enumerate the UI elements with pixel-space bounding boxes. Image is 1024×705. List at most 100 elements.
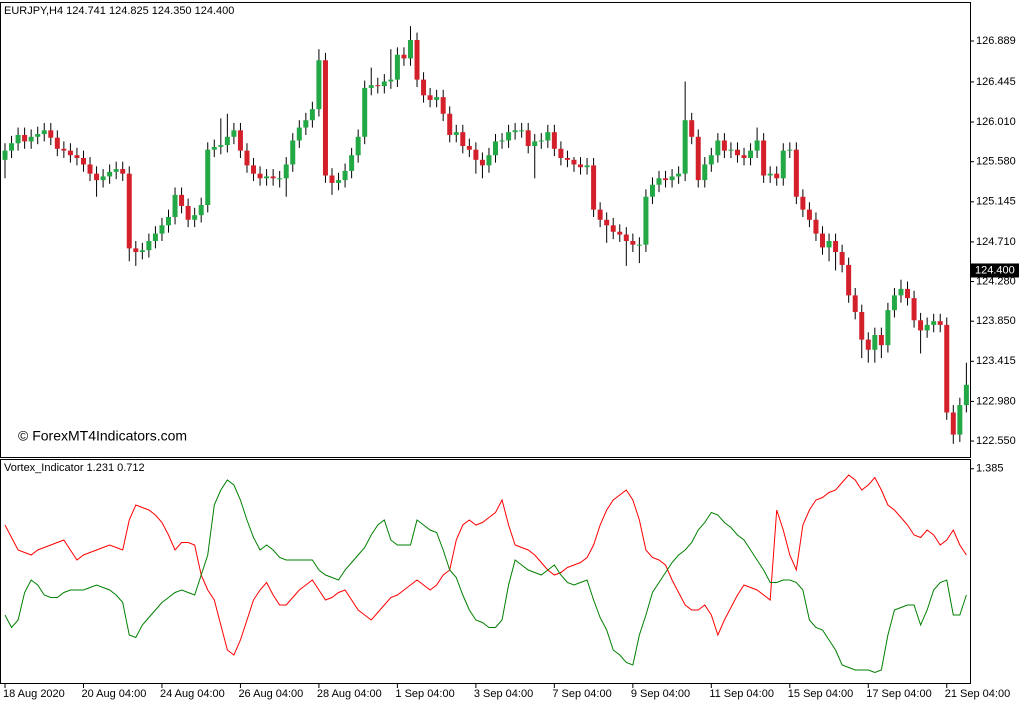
- candle-body: [54, 137, 60, 149]
- candle-body: [918, 320, 924, 331]
- candle-body: [113, 169, 119, 172]
- candle-body: [878, 335, 884, 346]
- y-tick-label: 125.145: [976, 196, 1016, 208]
- candle-body: [551, 132, 557, 149]
- candle-body: [741, 155, 747, 158]
- candle-body: [381, 81, 387, 87]
- candle-body: [244, 150, 250, 166]
- candle-body: [35, 134, 41, 137]
- candle-body: [774, 173, 780, 179]
- candle-body: [486, 155, 492, 166]
- candle-body: [80, 158, 86, 165]
- candle-body: [41, 130, 47, 135]
- x-tick-label: 18 Aug 2020: [3, 688, 65, 700]
- candle-body: [192, 215, 198, 220]
- candle-body: [322, 60, 328, 176]
- candle-body: [604, 219, 610, 226]
- candle-body: [126, 173, 132, 249]
- candle-body: [545, 132, 551, 141]
- y-tick-label: 125.580: [976, 156, 1016, 168]
- chart-title: EURJPY,H4 124.741 124.825 124.350 124.40…: [4, 5, 234, 17]
- candle-body: [179, 194, 185, 206]
- candle-body: [846, 264, 852, 296]
- candle-body: [388, 79, 394, 82]
- candle-body: [793, 149, 799, 197]
- x-tick-label: 11 Sep 04:00: [709, 688, 774, 700]
- candle-body: [623, 234, 629, 241]
- x-tick-label: 7 Sep 04:00: [552, 688, 611, 700]
- candle-body: [198, 205, 204, 216]
- candle-body: [519, 130, 525, 132]
- candle-body: [401, 54, 407, 59]
- y-tick-label: 122.550: [976, 435, 1016, 447]
- y-tick-label: 124.710: [976, 236, 1016, 248]
- candle-body: [754, 140, 760, 151]
- candle-body: [152, 233, 158, 241]
- candle-body: [257, 173, 263, 179]
- candle-body: [218, 145, 224, 147]
- y-tick-label: 122.980: [976, 395, 1016, 407]
- candle-body: [865, 339, 871, 350]
- candle-body: [839, 252, 845, 265]
- candle-body: [787, 149, 793, 151]
- candle-body: [316, 60, 322, 110]
- x-tick-label: 20 Aug 04:00: [81, 688, 146, 700]
- candle-body: [597, 209, 603, 220]
- candle-body: [708, 155, 714, 165]
- x-tick-label: 26 Aug 04:00: [238, 688, 303, 700]
- candle-body: [525, 130, 531, 147]
- candle-body: [283, 164, 289, 179]
- candle-body: [120, 169, 126, 174]
- candle-body: [466, 146, 472, 150]
- candle-body: [447, 113, 453, 135]
- candle-body: [924, 324, 930, 331]
- candle-body: [87, 164, 93, 174]
- candle-body: [800, 196, 806, 210]
- indicator-line: [4, 474, 967, 656]
- x-tick-label: 1 Sep 04:00: [395, 688, 454, 700]
- candle-body: [100, 176, 106, 181]
- candle-body: [813, 219, 819, 234]
- candle-body: [898, 288, 904, 296]
- candle-body: [669, 176, 675, 181]
- candle-body: [224, 136, 230, 146]
- candle-body: [564, 158, 570, 160]
- y-tick-label: 123.415: [976, 355, 1016, 367]
- candle-body: [859, 311, 865, 340]
- candle-body: [159, 225, 165, 234]
- x-tick-label: 15 Sep 04:00: [788, 688, 853, 700]
- candle-body: [911, 298, 917, 321]
- candle-body: [682, 120, 688, 174]
- candle-body: [767, 173, 773, 176]
- candle-body: [375, 85, 381, 87]
- candle-body: [702, 164, 708, 181]
- candle-body: [479, 159, 485, 166]
- candle-body: [166, 217, 171, 226]
- candle-body: [355, 136, 361, 156]
- candle-body: [22, 134, 28, 142]
- candle-body: [872, 335, 878, 350]
- candle-body: [146, 240, 152, 251]
- candle-body: [721, 140, 727, 151]
- candle-body: [630, 240, 636, 245]
- candle-body: [394, 54, 400, 80]
- candle-body: [303, 120, 309, 128]
- candle-body: [944, 324, 950, 413]
- candle-body: [9, 143, 15, 151]
- candle-body: [421, 79, 427, 96]
- candle-body: [414, 39, 420, 80]
- candle-body: [734, 149, 740, 156]
- candle-body: [15, 134, 21, 144]
- candle-body: [67, 150, 73, 156]
- candle-body: [460, 132, 466, 147]
- candle-body: [538, 140, 544, 142]
- candle-body: [368, 85, 374, 88]
- candle-body: [676, 173, 682, 177]
- candle-body: [780, 150, 786, 179]
- y-tick-label: 126.445: [976, 76, 1016, 88]
- candle-body: [407, 39, 413, 59]
- candle-body: [440, 97, 446, 114]
- y-tick-label: 123.850: [976, 315, 1016, 327]
- candle-body: [237, 130, 243, 151]
- candle-body: [434, 97, 440, 100]
